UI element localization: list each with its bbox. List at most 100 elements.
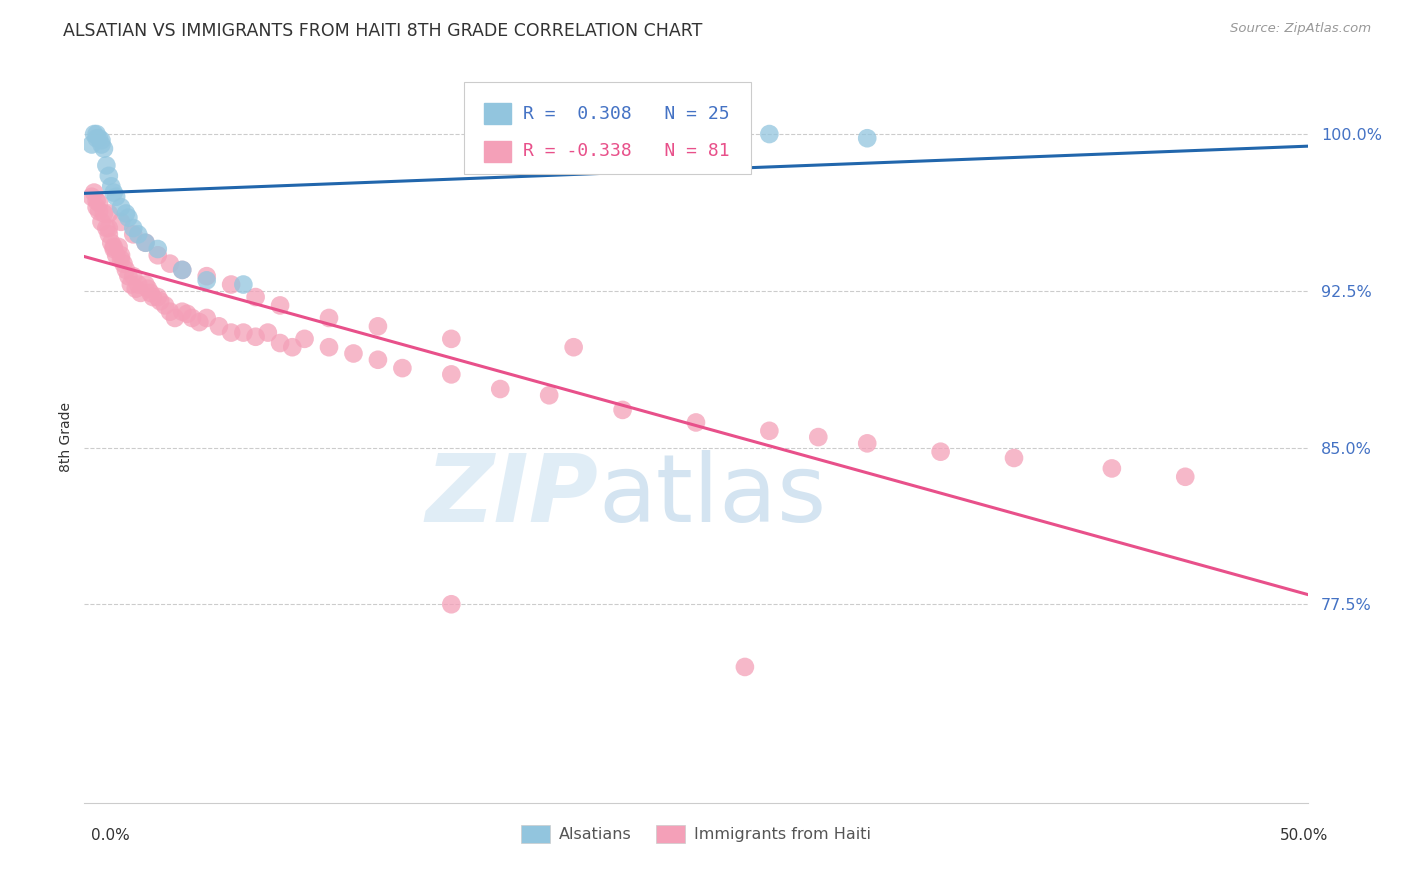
Point <box>86 131 108 145</box>
Point <box>232 277 254 292</box>
Point <box>269 298 291 312</box>
Point <box>115 206 138 220</box>
Point <box>1002 450 1025 465</box>
FancyBboxPatch shape <box>464 82 751 174</box>
Point <box>112 257 135 271</box>
Point <box>612 403 634 417</box>
Point <box>318 340 340 354</box>
Legend: Alsatians, Immigrants from Haiti: Alsatians, Immigrants from Haiti <box>515 819 877 850</box>
Point <box>318 310 340 325</box>
Point <box>83 127 105 141</box>
Text: ALSATIAN VS IMMIGRANTS FROM HAITI 8TH GRADE CORRELATION CHART: ALSATIAN VS IMMIGRANTS FROM HAITI 8TH GR… <box>63 22 703 40</box>
Point <box>86 194 108 208</box>
Point <box>100 179 122 194</box>
Point <box>127 277 149 292</box>
Point <box>440 368 463 382</box>
Point <box>86 127 108 141</box>
Point <box>146 248 169 262</box>
Point <box>367 319 389 334</box>
Point <box>87 196 110 211</box>
Point <box>103 242 125 256</box>
Point <box>96 221 118 235</box>
Point <box>117 211 139 225</box>
Text: atlas: atlas <box>598 450 827 541</box>
Point <box>90 133 112 147</box>
Point <box>135 277 157 292</box>
Point <box>146 242 169 256</box>
Point <box>245 290 267 304</box>
Text: 50.0%: 50.0% <box>1281 828 1329 843</box>
Point <box>856 436 879 450</box>
Point <box>87 204 110 219</box>
Point <box>105 190 128 204</box>
Point <box>80 137 103 152</box>
Point <box>172 263 194 277</box>
Point <box>125 282 148 296</box>
Point <box>219 326 242 340</box>
Point <box>685 416 707 430</box>
Text: 0.0%: 0.0% <box>91 828 131 843</box>
Point <box>86 200 108 214</box>
Point <box>115 263 138 277</box>
Point <box>195 273 218 287</box>
Point <box>929 444 952 458</box>
Point <box>83 186 105 200</box>
Point <box>269 336 291 351</box>
Point <box>122 221 145 235</box>
Point <box>90 215 112 229</box>
Point <box>97 221 120 235</box>
Point <box>342 346 364 360</box>
Point <box>153 298 176 312</box>
Point <box>172 263 194 277</box>
Point <box>103 186 125 200</box>
Point <box>87 131 110 145</box>
Text: R = -0.338   N = 81: R = -0.338 N = 81 <box>523 143 730 161</box>
Point <box>135 235 157 250</box>
Point <box>100 235 122 250</box>
Point <box>97 227 120 242</box>
Point <box>107 240 129 254</box>
Point <box>163 310 186 325</box>
Point <box>188 315 211 329</box>
Point <box>110 248 132 262</box>
Point <box>96 158 118 172</box>
Point <box>105 248 128 262</box>
Point <box>103 240 125 254</box>
Bar <box>484 141 512 161</box>
Point <box>195 269 218 284</box>
Point <box>245 330 267 344</box>
Point <box>122 227 145 242</box>
Point <box>159 257 181 271</box>
Point <box>90 137 112 152</box>
Point <box>257 326 280 340</box>
Point <box>856 131 879 145</box>
Point <box>367 352 389 367</box>
Text: Source: ZipAtlas.com: Source: ZipAtlas.com <box>1230 22 1371 36</box>
Point <box>110 215 132 229</box>
Point <box>146 290 169 304</box>
Point <box>538 388 561 402</box>
Point <box>127 227 149 242</box>
Point <box>135 235 157 250</box>
Point <box>281 340 304 354</box>
Point <box>136 282 159 296</box>
Point <box>120 277 142 292</box>
Point <box>172 304 194 318</box>
Point <box>758 127 780 141</box>
Point <box>93 142 115 156</box>
Y-axis label: 8th Grade: 8th Grade <box>59 402 73 472</box>
Point <box>562 340 585 354</box>
Point <box>93 206 115 220</box>
Point <box>734 660 756 674</box>
Point <box>489 382 512 396</box>
Point <box>139 285 162 300</box>
Point <box>159 304 181 318</box>
Point <box>110 200 132 214</box>
Point <box>1174 470 1197 484</box>
Point <box>219 277 242 292</box>
Point <box>122 269 145 284</box>
Text: R =  0.308   N = 25: R = 0.308 N = 25 <box>523 104 730 122</box>
Point <box>129 285 152 300</box>
Bar <box>484 103 512 124</box>
Point <box>181 310 204 325</box>
